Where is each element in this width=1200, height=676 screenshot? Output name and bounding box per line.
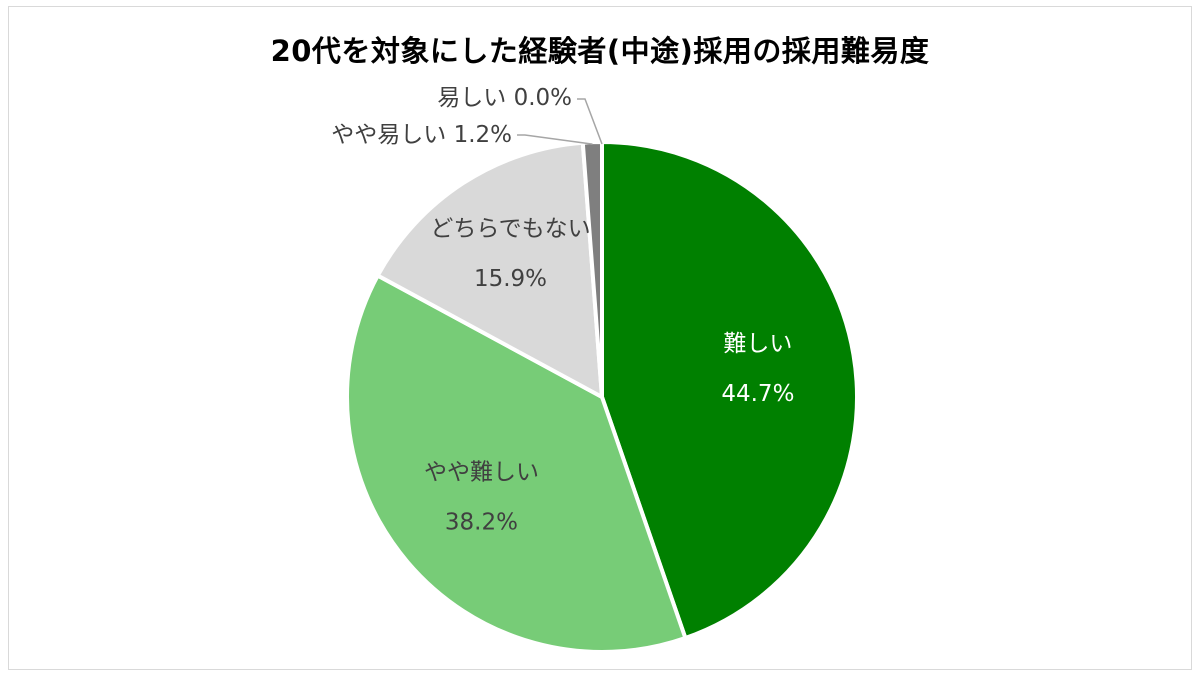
leader-lines bbox=[517, 98, 603, 145]
leader-line-5 bbox=[577, 98, 603, 145]
slice-value-3: 15.9% bbox=[474, 266, 547, 292]
slice-2 bbox=[345, 273, 688, 654]
chart-title: 20代を対象にした経験者(中途)採用の採用難易度 bbox=[270, 34, 930, 68]
slice-value-2: 38.2% bbox=[445, 509, 518, 535]
slice-label-name-4: やや易しい bbox=[331, 122, 453, 148]
slice-value-1: 44.7% bbox=[721, 381, 794, 407]
slice-value-4: 1.2% bbox=[454, 122, 512, 148]
slice-label-4: やや易しい 1.2% bbox=[331, 122, 512, 148]
pie-slices bbox=[345, 140, 859, 654]
slice-1 bbox=[600, 140, 859, 640]
slice-label-2: やや難しい bbox=[424, 459, 539, 485]
slice-label-3: どちらでもない bbox=[430, 216, 590, 242]
slice-label-1: 難しい bbox=[723, 331, 792, 357]
slice-label-5: 易しい 0.0% bbox=[437, 85, 572, 111]
slice-label-name-5: 易しい bbox=[437, 85, 513, 111]
slice-3 bbox=[375, 140, 604, 399]
slice-labels: 難しい 44.7% やや難しい 38.2% どちらでもない 15.9% やや易しい 1.2%… bbox=[331, 85, 794, 535]
leader-line-4 bbox=[517, 134, 593, 145]
slice-value-5: 0.0% bbox=[514, 85, 572, 111]
